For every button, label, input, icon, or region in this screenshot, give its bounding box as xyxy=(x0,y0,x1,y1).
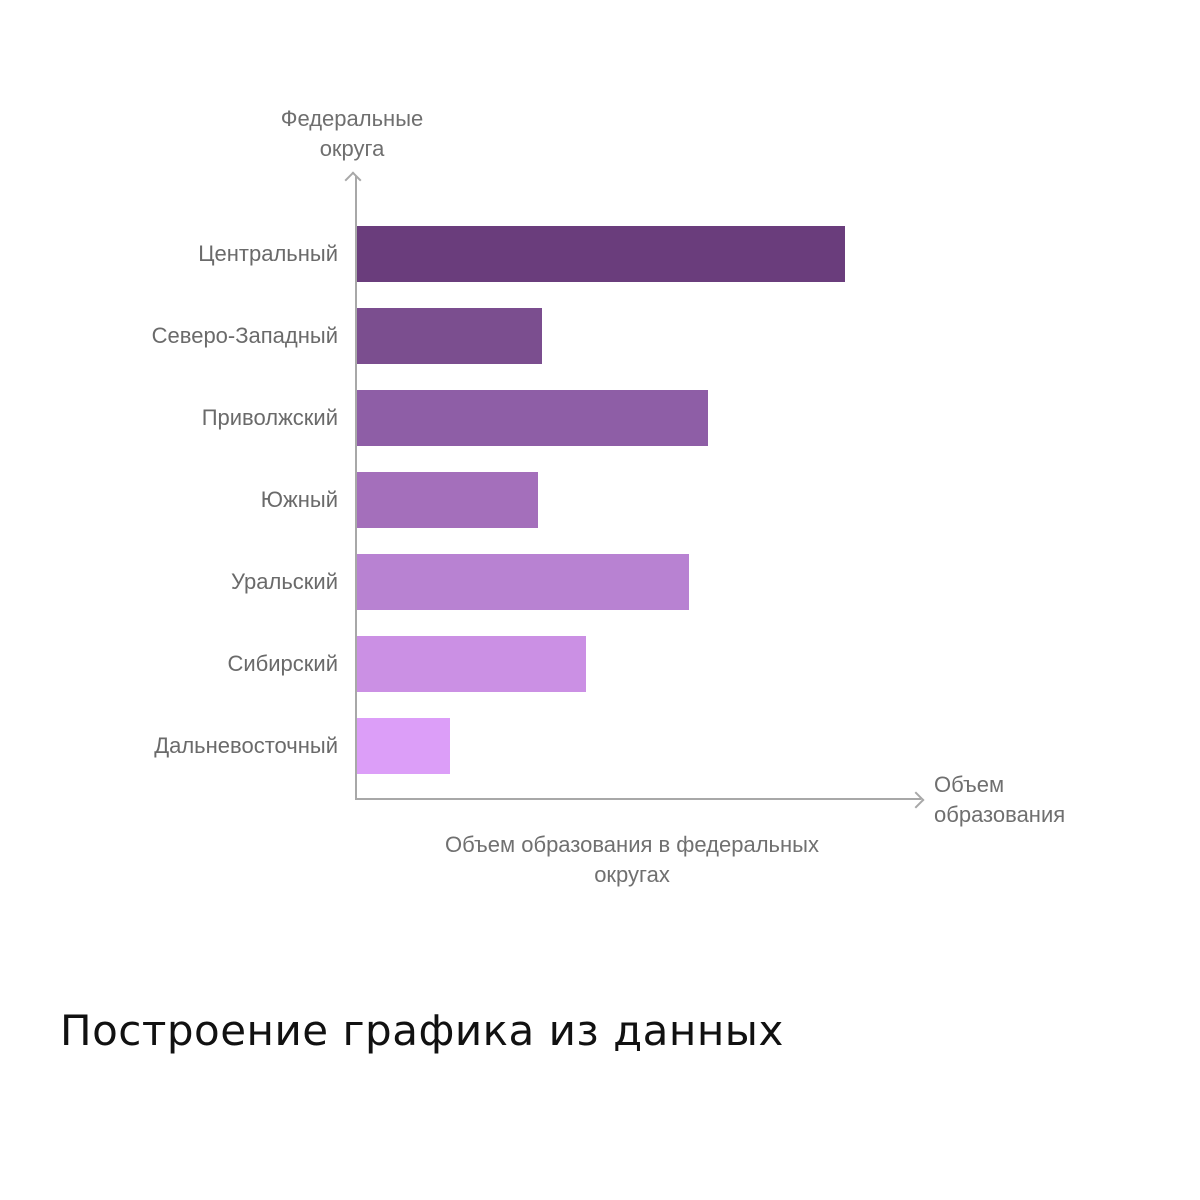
arrow-up-icon xyxy=(344,171,362,189)
x-axis-label-line1: Объем xyxy=(934,772,1005,797)
bar-row: Дальневосточный xyxy=(0,718,1000,774)
category-label: Южный xyxy=(260,487,338,512)
bar-row: Уральский xyxy=(0,554,1000,610)
y-axis-label-line2: округа xyxy=(319,136,385,161)
x-axis-label: Объем образования xyxy=(934,770,1065,830)
chart-title-line1: Объем образования в федеральных xyxy=(445,832,819,857)
category-label: Приволжский xyxy=(201,405,338,430)
bar-row: Сибирский xyxy=(0,636,1000,692)
category-label: Центральный xyxy=(198,241,338,266)
bar-row: Приволжский xyxy=(0,390,1000,446)
bar-row: Северо-Западный xyxy=(0,308,1000,364)
chart-title-line2: округах xyxy=(594,862,670,887)
bar xyxy=(357,390,709,446)
category-label: Сибирский xyxy=(227,651,338,676)
bar xyxy=(357,472,538,528)
category-label: Северо-Западный xyxy=(151,323,338,348)
bar-row: Южный xyxy=(0,472,1000,528)
bar xyxy=(357,226,845,282)
y-axis-line xyxy=(355,176,357,800)
category-label: Дальневосточный xyxy=(154,733,338,758)
bar xyxy=(357,636,587,692)
bar xyxy=(357,554,689,610)
bar xyxy=(357,718,450,774)
bar-row: Центральный xyxy=(0,226,1000,282)
category-label: Уральский xyxy=(231,569,338,594)
arrow-right-icon xyxy=(907,791,925,809)
caption: Построение графика из данных xyxy=(60,1006,784,1055)
x-axis-line xyxy=(355,798,921,800)
y-axis-label-line1: Федеральные xyxy=(280,106,424,131)
y-axis-label: Федеральные округа xyxy=(252,104,452,164)
bar xyxy=(357,308,543,364)
x-axis-label-line2: образования xyxy=(934,802,1066,827)
chart-title: Объем образования в федеральных округах xyxy=(400,830,864,890)
